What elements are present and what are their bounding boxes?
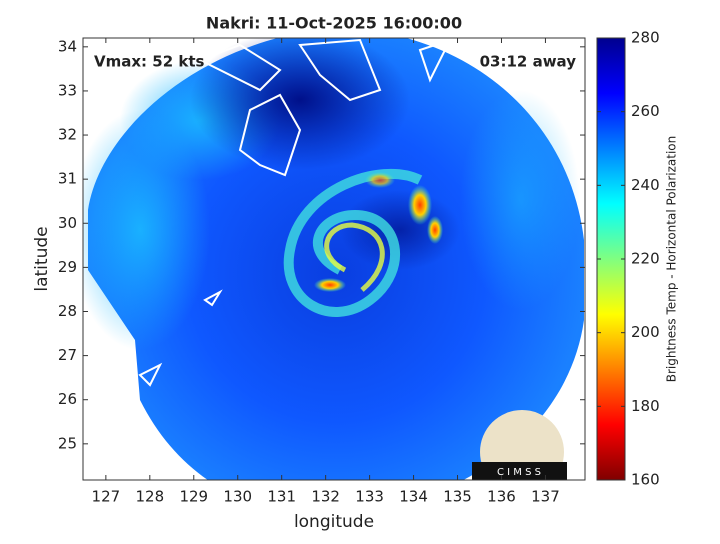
- x-tick-label: 136: [487, 488, 516, 506]
- x-axis-label: longitude: [294, 512, 374, 532]
- x-tick-label: 137: [531, 488, 560, 506]
- colorbar-tick-label: 160: [631, 471, 660, 489]
- y-tick-label: 32: [58, 126, 77, 144]
- x-tick-label: 129: [179, 488, 208, 506]
- x-tick-label: 128: [135, 488, 164, 506]
- chart-title: Nakri: 11-Oct-2025 16:00:00: [206, 14, 462, 33]
- colorbar-tick-label: 200: [631, 323, 660, 341]
- logo: C I M S S: [472, 410, 567, 480]
- annotation: 03:12 away: [480, 53, 577, 71]
- y-tick-label: 25: [58, 434, 77, 452]
- colorbar-tick-label: 260: [631, 102, 660, 120]
- y-tick-label: 28: [58, 302, 77, 320]
- x-tick-label: 127: [92, 488, 121, 506]
- logo-text: C I M S S: [497, 467, 541, 478]
- x-tick-label: 132: [311, 488, 340, 506]
- y-tick-label: 33: [58, 81, 77, 99]
- x-tick-label: 134: [399, 488, 428, 506]
- colorbar-tick-label: 180: [631, 397, 660, 415]
- y-tick-label: 26: [58, 390, 77, 408]
- plot-frame: [82, 37, 586, 481]
- y-tick-label: 34: [58, 37, 77, 55]
- y-tick-label: 27: [58, 346, 77, 364]
- colorbar-tick-label: 240: [631, 176, 660, 194]
- colorbar: [596, 37, 626, 481]
- x-tick-label: 133: [355, 488, 384, 506]
- annotation: Vmax: 52 kts: [94, 53, 204, 71]
- x-tick-label: 135: [443, 488, 472, 506]
- y-tick-label: 30: [58, 214, 77, 232]
- y-axis-label: latitude: [32, 226, 52, 291]
- colorbar-tick-label: 280: [631, 29, 660, 47]
- swath: C I M S S: [83, 38, 584, 480]
- y-tick-label: 29: [58, 258, 77, 276]
- x-tick-label: 130: [223, 488, 252, 506]
- colorbar-tick-label: 220: [631, 250, 660, 268]
- colorbar-label: Brightness Temp - Horizontal Polarizatio…: [665, 136, 679, 383]
- y-tick-label: 31: [58, 170, 77, 188]
- x-tick-label: 131: [267, 488, 296, 506]
